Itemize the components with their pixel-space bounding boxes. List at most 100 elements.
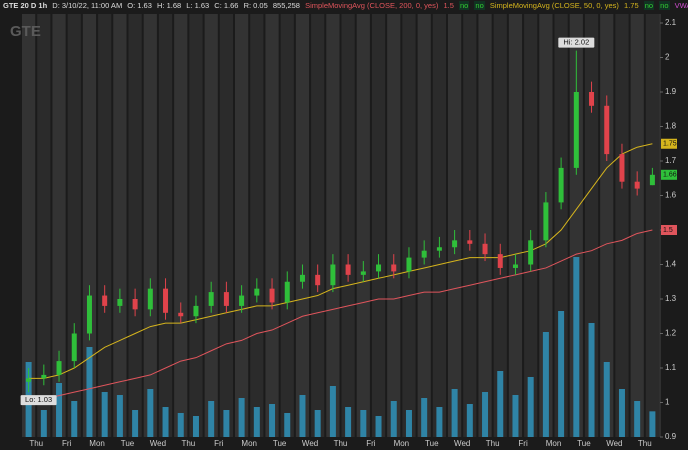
flag: no (474, 1, 485, 10)
candle-body (604, 105, 610, 155)
session-stripe (250, 14, 264, 437)
session-stripe (128, 14, 142, 437)
candle-body (102, 295, 108, 306)
session-stripe (417, 14, 431, 437)
volume-bar (390, 401, 397, 437)
y-tick-label: 0.9 (665, 432, 677, 441)
price-tag (661, 138, 677, 149)
x-tick-label: Fri (62, 439, 72, 448)
volume-bar (284, 413, 291, 437)
candle-body (330, 264, 336, 286)
volume-bar (405, 410, 412, 437)
session-stripe (341, 14, 355, 437)
volume-bar (147, 389, 154, 437)
volume-bar (558, 311, 565, 437)
moving-average (28, 229, 653, 403)
header: GTE 20 D 1h D: 3/10/22, 11:00 AM O: 1.63… (3, 1, 688, 10)
session-stripe (52, 14, 66, 437)
volume-bar (527, 377, 534, 437)
session-stripe (265, 14, 279, 437)
session-stripe (569, 14, 583, 437)
candle-body (421, 250, 427, 258)
volume-bar (345, 407, 352, 437)
x-tick-label: Fri (214, 439, 224, 448)
session-stripe (387, 14, 401, 437)
annotation: Hi: 2.02 (563, 38, 589, 47)
session-stripe (22, 14, 36, 437)
x-tick-label: Wed (454, 439, 470, 448)
volume-bar (269, 404, 276, 437)
field: L: 1.63 (186, 1, 210, 10)
candle-body (147, 288, 153, 310)
field: R: 0.05 (243, 1, 268, 10)
study[interactable]: SimpleMovingAvg (CLOSE, 50, 0, yes) (489, 1, 619, 10)
session-stripe (402, 14, 416, 437)
session-stripe (280, 14, 294, 437)
x-tick-label: Tue (121, 439, 135, 448)
session-stripe (189, 14, 203, 437)
volume-bar (436, 407, 443, 437)
session-stripe (463, 14, 477, 437)
candle-body (528, 240, 534, 265)
volume-bar (649, 411, 656, 437)
session-stripe (615, 14, 629, 437)
candle-body (649, 174, 655, 186)
candle-body (619, 154, 625, 182)
session-stripe (113, 14, 127, 437)
volume-bar (482, 392, 489, 437)
candle-body (406, 257, 412, 272)
session-stripe (326, 14, 340, 437)
session-stripe (493, 14, 507, 437)
session-stripe (37, 14, 51, 437)
session-stripe (204, 14, 218, 437)
volume-bar (451, 389, 458, 437)
candle-body (558, 167, 564, 203)
annotation-box (558, 37, 595, 48)
candle-body (163, 288, 169, 313)
field: C: 1.66 (214, 1, 239, 10)
x-tick-label: Fri (518, 439, 528, 448)
annotation-box (20, 395, 57, 406)
volume-bar (56, 383, 63, 437)
session-stripe (478, 14, 492, 437)
study[interactable]: VWAP (-0.0, 0.0,... (674, 1, 688, 10)
x-tick-label: Mon (546, 439, 562, 448)
study[interactable]: SimpleMovingAvg (CLOSE, 200, 0, yes) (305, 1, 439, 10)
candle-body (376, 264, 382, 272)
volume-bar (573, 257, 580, 437)
x-tick-label: Thu (334, 439, 348, 448)
volume-bar (375, 416, 382, 437)
price-tag (661, 169, 677, 180)
candle-body (71, 333, 77, 362)
candle-body (452, 240, 458, 248)
session-stripe (235, 14, 249, 437)
candle-body (497, 254, 503, 268)
price-tag-label: 1.75 (663, 141, 677, 148)
candle-body (26, 378, 32, 382)
candle-body (41, 374, 47, 379)
volume-bar (238, 398, 245, 437)
volume-bar (512, 395, 519, 437)
session-stripe (67, 14, 81, 437)
session-stripe (432, 14, 446, 437)
session-stripe (174, 14, 188, 437)
candle-body (634, 181, 640, 189)
candle-body (117, 299, 123, 306)
volume-bar (329, 386, 336, 437)
x-tick-label: Mon (241, 439, 257, 448)
candle-body (543, 202, 549, 241)
candle-body (467, 240, 473, 244)
volume-bar (466, 404, 473, 437)
session-stripe (82, 14, 97, 437)
candle-body (512, 264, 518, 268)
volume-bar (360, 410, 367, 437)
volume-bar (116, 395, 123, 437)
candle-body (482, 243, 488, 255)
candle-body (132, 299, 138, 310)
candle-body (436, 247, 442, 251)
y-tick-label: 2 (665, 53, 670, 62)
volume-bar (603, 362, 610, 437)
session-stripe (645, 14, 659, 437)
